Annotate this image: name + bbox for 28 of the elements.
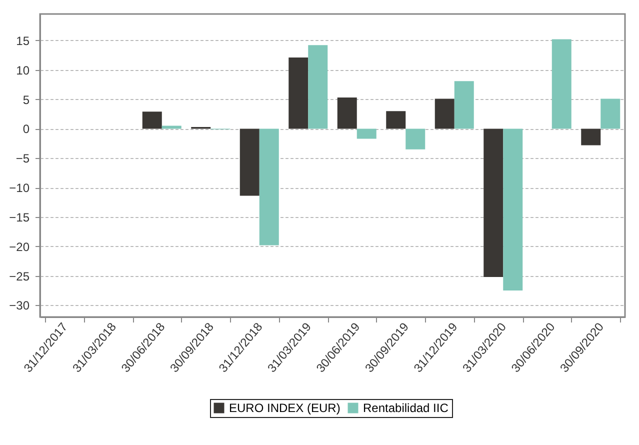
bar [142, 112, 162, 129]
bar [503, 128, 523, 291]
bar [259, 128, 279, 246]
y-tick-label: 10 [16, 63, 30, 78]
y-tick-label: −15 [9, 210, 30, 224]
bar [240, 128, 260, 196]
bar [308, 45, 328, 129]
bar [288, 58, 308, 129]
bar [337, 98, 357, 129]
y-tick-label: −5 [16, 152, 30, 166]
bar [406, 128, 426, 150]
bar [600, 98, 620, 129]
y-tick-label: 0 [22, 122, 30, 136]
y-tick-label: 5 [22, 92, 30, 107]
bar [386, 111, 406, 129]
bar [454, 81, 474, 129]
bar [484, 128, 504, 277]
bar [552, 39, 572, 129]
legend-label: EURO INDEX (EUR) [229, 401, 340, 415]
y-tick-label: 15 [16, 34, 30, 48]
bar [356, 128, 376, 139]
bar [434, 98, 454, 129]
y-tick-label: −25 [9, 269, 30, 284]
bar [581, 128, 601, 146]
y-tick-label: −20 [9, 240, 30, 254]
y-tick-label: −10 [9, 181, 30, 196]
y-tick-label: −30 [9, 298, 30, 313]
legend-label: Rentabilidad IIC [363, 401, 449, 415]
